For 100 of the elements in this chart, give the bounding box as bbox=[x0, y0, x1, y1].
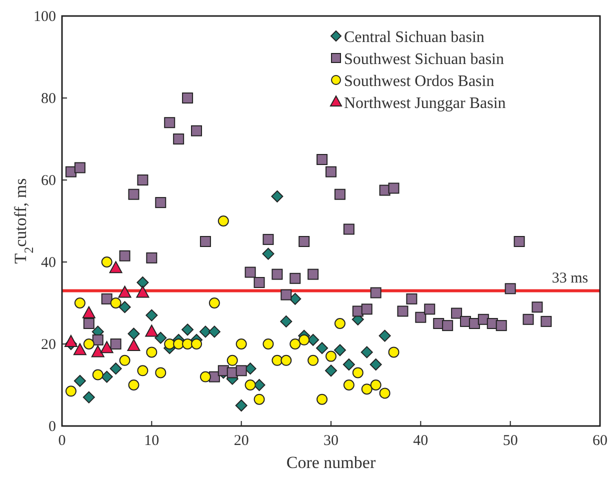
point bbox=[155, 197, 166, 208]
point bbox=[262, 338, 274, 350]
ref-line-label: 33 ms bbox=[552, 270, 588, 287]
point bbox=[73, 343, 86, 356]
x-tick-label: 50 bbox=[502, 433, 518, 449]
point bbox=[370, 358, 382, 370]
x-tick-label: 30 bbox=[324, 433, 338, 449]
point bbox=[65, 386, 76, 397]
point bbox=[236, 338, 247, 350]
point bbox=[173, 134, 184, 144]
point bbox=[290, 272, 301, 284]
point bbox=[191, 338, 202, 350]
point bbox=[451, 308, 462, 319]
point bbox=[424, 304, 436, 315]
point bbox=[200, 236, 211, 247]
legend-label: Southwest Ordos Basin bbox=[344, 73, 494, 90]
point bbox=[110, 338, 122, 350]
point bbox=[361, 304, 372, 315]
point bbox=[146, 346, 158, 358]
point bbox=[442, 320, 454, 332]
point bbox=[406, 293, 418, 304]
point bbox=[316, 394, 328, 405]
point bbox=[118, 286, 132, 298]
point bbox=[65, 166, 76, 178]
point bbox=[298, 334, 310, 346]
point bbox=[82, 391, 95, 404]
point bbox=[326, 350, 336, 362]
point bbox=[164, 117, 176, 128]
point bbox=[110, 298, 122, 308]
point bbox=[119, 250, 130, 262]
point bbox=[262, 234, 274, 245]
point bbox=[522, 314, 534, 325]
point bbox=[182, 338, 194, 350]
point bbox=[308, 354, 319, 366]
point bbox=[397, 306, 408, 317]
point bbox=[415, 312, 426, 323]
point bbox=[280, 315, 292, 328]
point bbox=[334, 318, 346, 329]
y-tick-label: 80 bbox=[41, 91, 56, 107]
point bbox=[137, 365, 148, 376]
point bbox=[298, 236, 310, 247]
point bbox=[182, 324, 194, 336]
legend-label: Northwest Junggar Basin bbox=[344, 95, 506, 112]
point bbox=[361, 384, 372, 395]
point bbox=[136, 276, 149, 288]
point bbox=[254, 394, 265, 405]
point bbox=[101, 256, 112, 268]
point bbox=[334, 188, 346, 200]
point bbox=[370, 287, 382, 298]
point bbox=[379, 388, 390, 399]
point bbox=[155, 367, 166, 378]
point bbox=[173, 338, 184, 350]
point bbox=[280, 289, 292, 300]
point bbox=[504, 283, 516, 294]
point bbox=[343, 380, 354, 390]
point bbox=[271, 190, 284, 202]
point bbox=[352, 367, 364, 378]
point bbox=[208, 326, 220, 338]
point bbox=[74, 162, 86, 174]
point bbox=[378, 330, 391, 342]
y-tick-label: 100 bbox=[34, 9, 56, 25]
point bbox=[182, 92, 194, 104]
point bbox=[316, 342, 328, 354]
point bbox=[109, 261, 122, 274]
point bbox=[236, 365, 247, 376]
point bbox=[145, 324, 158, 337]
y-tick-label: 40 bbox=[41, 255, 56, 271]
point bbox=[164, 338, 176, 350]
point bbox=[91, 345, 104, 358]
point bbox=[244, 380, 256, 390]
point bbox=[199, 326, 212, 338]
point bbox=[272, 268, 283, 280]
point bbox=[83, 318, 94, 329]
x-tick-label: 0 bbox=[58, 433, 66, 449]
point bbox=[110, 362, 122, 375]
point bbox=[370, 380, 382, 390]
point bbox=[272, 354, 283, 366]
point bbox=[388, 182, 400, 194]
point bbox=[154, 332, 167, 344]
point bbox=[308, 268, 319, 280]
point bbox=[74, 298, 86, 308]
point bbox=[514, 236, 525, 247]
legend-label: Southwest Sichuan basin bbox=[344, 51, 504, 68]
point bbox=[208, 298, 220, 308]
point bbox=[235, 400, 248, 412]
point bbox=[100, 370, 113, 383]
legend-label: Central Sichuan basin bbox=[344, 29, 484, 46]
point bbox=[218, 216, 229, 226]
x-tick-label: 40 bbox=[413, 433, 428, 449]
y-tick-label: 0 bbox=[48, 419, 56, 435]
point bbox=[540, 316, 552, 327]
point bbox=[101, 293, 112, 304]
point bbox=[100, 341, 114, 354]
point bbox=[290, 338, 301, 350]
point bbox=[316, 154, 328, 165]
point bbox=[226, 354, 238, 366]
point bbox=[92, 334, 104, 346]
point bbox=[388, 346, 400, 358]
point bbox=[334, 344, 346, 356]
point bbox=[342, 358, 355, 370]
